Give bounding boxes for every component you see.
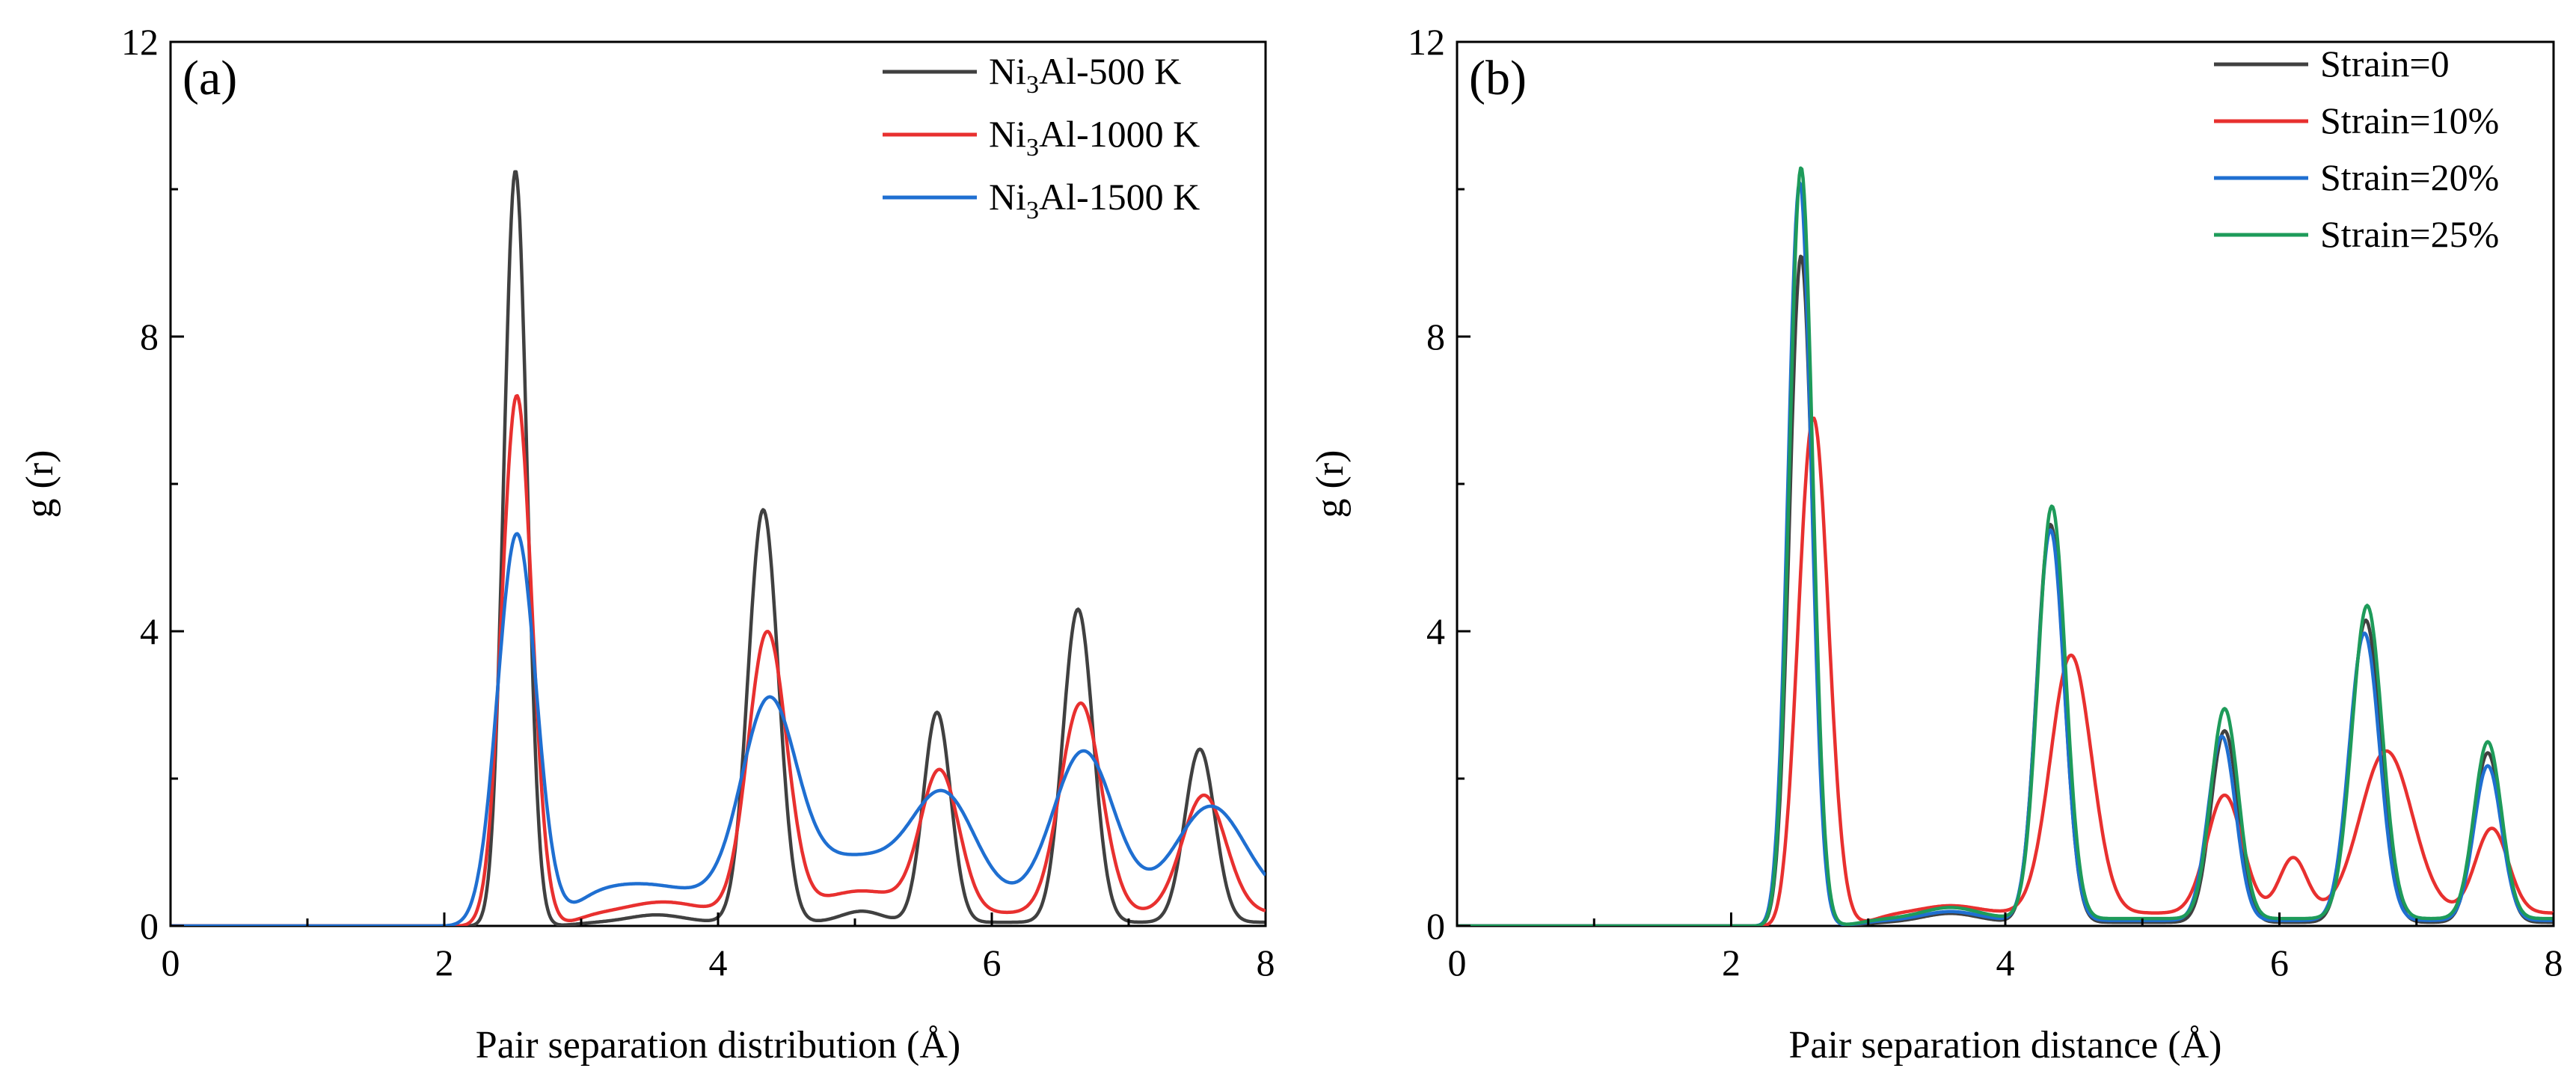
legend-label: Ni3Al-500 K <box>989 50 1181 99</box>
y-tick-label: 8 <box>1426 316 1445 358</box>
series-group <box>1457 166 2554 926</box>
x-tick-label: 8 <box>2545 942 2563 984</box>
legend: Strain=0 Strain=10% Strain=20% Strain=25% <box>2214 43 2499 255</box>
panel-a-chart: 0 2 4 6 8 0 4 8 12 Pair separation distribution (… <box>19 21 1275 1067</box>
series-group <box>171 170 1266 926</box>
panel-label: (b) <box>1469 51 1527 105</box>
legend-label: Strain=20% <box>2320 156 2499 198</box>
y-tick-label: 8 <box>140 316 159 358</box>
series-line-3 <box>171 532 1266 926</box>
x-tick-label: 6 <box>983 942 1002 984</box>
x-tick-label: 6 <box>2270 942 2289 984</box>
y-tick-label: 12 <box>1408 21 1445 63</box>
y-axis-title: g (r) <box>19 450 61 518</box>
x-tick-label: 0 <box>162 942 180 984</box>
y-axis-title: g (r) <box>1309 450 1352 518</box>
series-line-2 <box>1457 416 2554 926</box>
y-tick-label: 0 <box>1426 905 1445 947</box>
x-axis-title: Pair separation distance (Å) <box>1788 1024 2221 1067</box>
x-tick-label: 4 <box>709 942 728 984</box>
x-axis-title: Pair separation distribution (Å) <box>476 1024 960 1067</box>
series-line-2 <box>171 393 1266 926</box>
x-tick-label: 8 <box>1257 942 1275 984</box>
y-tick-label: 4 <box>1426 610 1445 652</box>
x-tick-label: 2 <box>435 942 454 984</box>
series-line-1 <box>171 170 1266 926</box>
legend-label: Strain=25% <box>2320 213 2499 255</box>
legend-label: Ni3Al-1000 K <box>989 113 1200 162</box>
legend: Ni3Al-500 K Ni3Al-1000 K Ni3Al-1500 K <box>883 50 1200 224</box>
x-tick-label: 2 <box>1722 942 1741 984</box>
panel-label: (a) <box>183 51 237 105</box>
panel-b-chart: 0 2 4 6 8 0 4 8 12 Pair separation distance (Å) g … <box>1309 21 2563 1067</box>
series-line-4 <box>1457 166 2554 926</box>
y-tick-label: 4 <box>140 610 159 652</box>
y-tick-label: 12 <box>121 21 159 63</box>
y-tick-label: 0 <box>140 905 159 947</box>
x-tick-label: 4 <box>1996 942 2015 984</box>
x-tick-label: 0 <box>1448 942 1467 984</box>
legend-label: Strain=0 <box>2320 43 2450 85</box>
legend-label: Ni3Al-1500 K <box>989 176 1200 224</box>
legend-label: Strain=10% <box>2320 99 2499 141</box>
